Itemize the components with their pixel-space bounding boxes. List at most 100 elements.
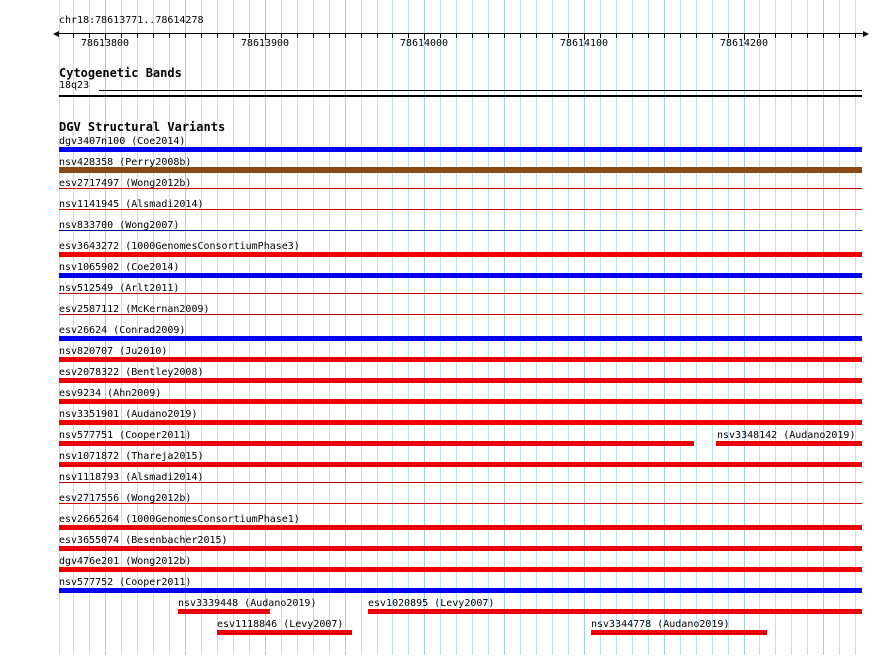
variant-label[interactable]: nsv1141945 (Alsmadi2014)	[59, 199, 204, 210]
gridline	[329, 0, 330, 655]
gridline	[600, 0, 601, 655]
variant-label[interactable]: nsv1118793 (Alsmadi2014)	[59, 472, 204, 483]
variant-label[interactable]: esv3643272 (1000GenomesConsortiumPhase3)	[59, 241, 300, 252]
variant-bar[interactable]	[59, 567, 862, 572]
ruler-tick	[137, 34, 138, 38]
ruler-tick	[345, 34, 346, 38]
variant-label[interactable]: nsv3348142 (Audano2019)	[717, 430, 856, 441]
variant-label[interactable]: nsv1065902 (Coe2014)	[59, 262, 180, 273]
cytogenetic-bands-heading: Cytogenetic Bands	[59, 66, 182, 80]
ruler-right-arrow-icon	[863, 31, 869, 37]
ruler-tick	[424, 34, 425, 40]
variant-label[interactable]: esv2078322 (Bentley2008)	[59, 367, 204, 378]
variant-bar[interactable]	[59, 482, 862, 483]
variant-label[interactable]: esv3655074 (Besenbacher2015)	[59, 535, 228, 546]
gridline	[823, 0, 824, 655]
ruler-tick	[392, 34, 393, 38]
variant-bar[interactable]	[591, 630, 767, 635]
gridline	[233, 0, 234, 655]
variant-bar[interactable]	[716, 441, 862, 446]
variant-bar[interactable]	[59, 230, 862, 231]
variant-bar[interactable]	[59, 147, 862, 152]
gridline	[744, 0, 745, 655]
variant-bar[interactable]	[59, 293, 862, 294]
ruler-tick-label: 78613800	[80, 38, 130, 49]
variant-label[interactable]: esv1118846 (Levy2007)	[217, 619, 344, 630]
variant-bar[interactable]	[59, 252, 862, 257]
gridline	[456, 0, 457, 655]
gridline	[536, 0, 537, 655]
variant-bar[interactable]	[59, 503, 862, 504]
ruler-tick	[329, 34, 330, 38]
variant-label[interactable]: esv2665264 (1000GenomesConsortiumPhase1)	[59, 514, 300, 525]
ruler-tick	[105, 34, 106, 40]
variant-label[interactable]: esv2717497 (Wong2012b)	[59, 178, 192, 189]
ruler-tick	[839, 34, 840, 38]
variant-label[interactable]: esv2717556 (Wong2012b)	[59, 493, 192, 504]
variant-bar[interactable]	[59, 188, 862, 189]
ruler-tick	[680, 34, 681, 38]
ruler-tick	[377, 34, 378, 38]
variant-bar[interactable]	[59, 167, 862, 173]
gridline	[169, 0, 170, 655]
gridline	[249, 0, 250, 655]
variant-label[interactable]: dgv476e201 (Wong2012b)	[59, 556, 192, 567]
variant-bar[interactable]	[59, 273, 862, 278]
variant-label[interactable]: nsv1071872 (Thareja2015)	[59, 451, 204, 462]
variant-bar[interactable]	[59, 378, 862, 383]
cytoband-label[interactable]: 18q23	[59, 80, 90, 91]
variant-bar[interactable]	[59, 525, 862, 530]
ruler-tick	[504, 34, 505, 38]
variant-bar[interactable]	[59, 314, 862, 315]
variant-label[interactable]: nsv3339448 (Audano2019)	[178, 598, 317, 609]
ruler-tick	[632, 34, 633, 38]
variant-bar[interactable]	[59, 399, 862, 404]
gridline	[89, 0, 90, 655]
ruler-tick	[791, 34, 792, 38]
gridline	[664, 0, 665, 655]
variant-bar[interactable]	[59, 441, 694, 446]
ruler-tick	[440, 34, 441, 38]
variant-label[interactable]: esv9234 (Ahn2009)	[59, 388, 162, 399]
variant-bar[interactable]	[59, 588, 862, 593]
variant-label[interactable]: dgv3407n100 (Coe2014)	[59, 136, 186, 147]
gridline	[153, 0, 154, 655]
variant-bar[interactable]	[368, 609, 862, 614]
ruler-tick	[313, 34, 314, 38]
variant-bar[interactable]	[178, 609, 270, 614]
gridline	[137, 0, 138, 655]
ruler-tick	[807, 34, 808, 38]
variant-bar[interactable]	[59, 209, 862, 210]
variant-label[interactable]: nsv833700 (Wong2007)	[59, 220, 180, 231]
gridline	[424, 0, 425, 655]
variant-bar[interactable]	[59, 357, 862, 362]
ruler-left-arrow-icon	[53, 31, 59, 37]
variant-label[interactable]: nsv512549 (Arlt2011)	[59, 283, 180, 294]
variant-label[interactable]: nsv820707 (Ju2010)	[59, 346, 168, 357]
gridline	[807, 0, 808, 655]
variant-bar[interactable]	[217, 630, 352, 635]
gridline	[728, 0, 729, 655]
ruler-tick	[775, 34, 776, 38]
gridline	[632, 0, 633, 655]
variant-label[interactable]: esv26624 (Conrad2009)	[59, 325, 186, 336]
ruler-tick	[488, 34, 489, 38]
gridline	[392, 0, 393, 655]
variant-label[interactable]: nsv3351901 (Audano2019)	[59, 409, 198, 420]
variant-bar[interactable]	[59, 420, 862, 425]
ruler-tick	[121, 34, 122, 38]
cytoband-line	[99, 90, 862, 91]
variant-label[interactable]: esv1020895 (Levy2007)	[368, 598, 495, 609]
variant-label[interactable]: nsv577752 (Cooper2011)	[59, 577, 192, 588]
variant-label[interactable]: nsv428358 (Perry2008b)	[59, 157, 192, 168]
variant-bar[interactable]	[59, 546, 862, 551]
variant-bar[interactable]	[59, 462, 862, 467]
variant-label[interactable]: nsv3344778 (Audano2019)	[591, 619, 730, 630]
gridline	[377, 0, 378, 655]
ruler-tick	[265, 34, 266, 40]
cytoband-separator-line	[59, 95, 862, 97]
ruler-tick-label: 78614000	[399, 38, 449, 49]
variant-label[interactable]: esv2587112 (McKernan2009)	[59, 304, 210, 315]
variant-label[interactable]: nsv577751 (Cooper2011)	[59, 430, 192, 441]
variant-bar[interactable]	[59, 336, 862, 341]
